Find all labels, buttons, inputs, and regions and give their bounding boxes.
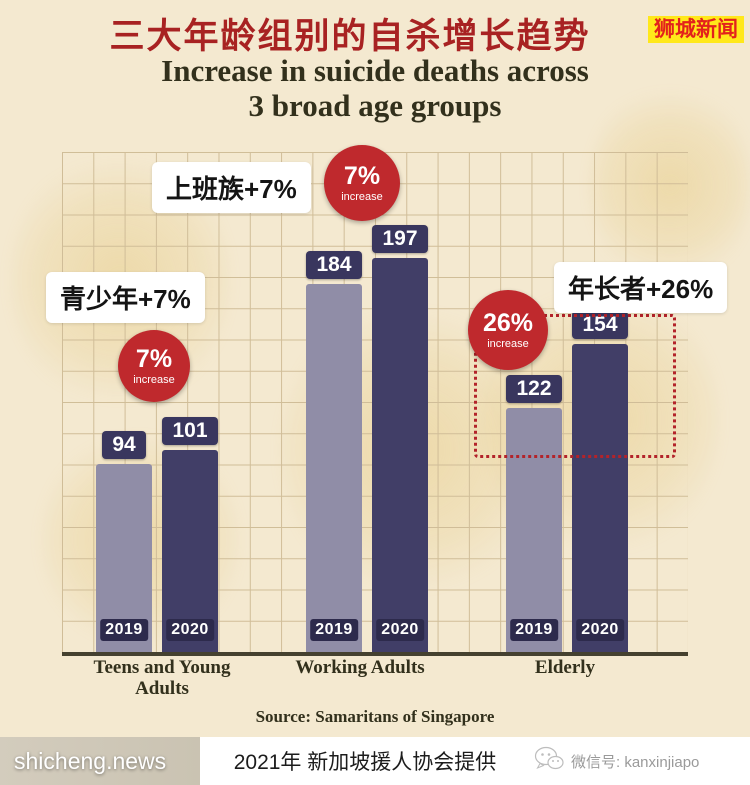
year-label: 2020 xyxy=(166,619,214,641)
elderly-highlight-box xyxy=(474,314,676,458)
increase-sub: increase xyxy=(341,190,383,203)
chart-plot-area: 94 2019 101 2020 184 2019 197 xyxy=(62,152,688,656)
increase-pct: 26% xyxy=(482,308,534,337)
bar-elderly-2019: 2019 xyxy=(506,408,562,652)
bar-teens-2020: 2020 xyxy=(162,450,218,652)
callout-label-elderly: 年长者+26% xyxy=(554,262,728,313)
increase-badge-elderly: 26% increase xyxy=(468,290,548,370)
year-label: 2020 xyxy=(576,619,624,641)
increase-badge-teens: 7% increase xyxy=(118,330,190,402)
bar-group-teens: 94 2019 101 2020 xyxy=(96,417,218,652)
bar-column-working-2020: 197 2020 xyxy=(372,225,428,652)
bar-teens-2019: 2019 xyxy=(96,464,152,652)
bar-column-working-2019: 184 2019 xyxy=(306,251,362,652)
brand-badge: 狮城新闻 xyxy=(648,16,744,43)
wechat-contact: 微信号: kanxinjiapo xyxy=(530,737,750,785)
year-label: 2020 xyxy=(376,619,424,641)
site-watermark: shicheng.news xyxy=(0,737,200,785)
footer-caption: 2021年 新加坡援人协会提供 xyxy=(233,751,497,774)
increase-sub: increase xyxy=(133,373,175,386)
value-label: 184 xyxy=(306,251,362,279)
increase-sub: increase xyxy=(487,337,529,350)
year-label: 2019 xyxy=(510,619,558,641)
wechat-icon xyxy=(534,746,564,776)
wechat-label: 微信号: kanxinjiapo xyxy=(571,753,700,771)
bar-column-teens-2020: 101 2020 xyxy=(162,417,218,652)
bar-group-working: 184 2019 197 2020 xyxy=(306,225,428,652)
x-axis-label-working: Working Adults xyxy=(295,657,425,678)
bar-working-2019: 2019 xyxy=(306,284,362,652)
value-label: 101 xyxy=(162,417,218,445)
x-axis-label-teens: Teens and Young Adults xyxy=(93,657,231,699)
page-title-cn: 三大年龄组别的自杀增长趋势 xyxy=(109,17,591,56)
bar-column-elderly-2019: 122 2019 xyxy=(506,375,562,652)
increase-pct: 7% xyxy=(343,161,381,190)
x-axis-label-elderly: Elderly xyxy=(534,657,596,678)
year-label: 2019 xyxy=(310,619,358,641)
increase-pct: 7% xyxy=(135,344,173,373)
title-en-line1: Increase in suicide deaths across xyxy=(161,53,589,88)
bar-column-teens-2019: 94 2019 xyxy=(96,431,152,652)
callout-label-working: 上班族+7% xyxy=(152,162,311,213)
bar-elderly-2020: 2020 xyxy=(572,344,628,652)
value-label: 94 xyxy=(102,431,146,459)
value-label: 197 xyxy=(372,225,428,253)
chart-source: Source: Samaritans of Singapore xyxy=(255,707,495,726)
callout-label-teens: 青少年+7% xyxy=(46,272,205,323)
footer-strip: shicheng.news 2021年 新加坡援人协会提供 微信号: kanxi… xyxy=(0,737,750,785)
page-title-en: Increase in suicide deaths across 3 broa… xyxy=(0,53,750,123)
increase-badge-working: 7% increase xyxy=(324,145,400,221)
bar-working-2020: 2020 xyxy=(372,258,428,652)
value-label: 122 xyxy=(506,375,562,403)
year-label: 2019 xyxy=(100,619,148,641)
title-en-line2: 3 broad age groups xyxy=(248,87,502,123)
